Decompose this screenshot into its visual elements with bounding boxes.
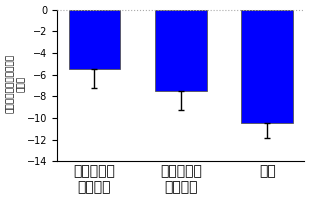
Bar xyxy=(155,10,207,91)
Bar xyxy=(69,10,120,69)
Bar xyxy=(241,10,293,123)
Y-axis label: 血管年齢と実年齢との差
（歳）: 血管年齢と実年齢との差 （歳） xyxy=(6,54,26,113)
